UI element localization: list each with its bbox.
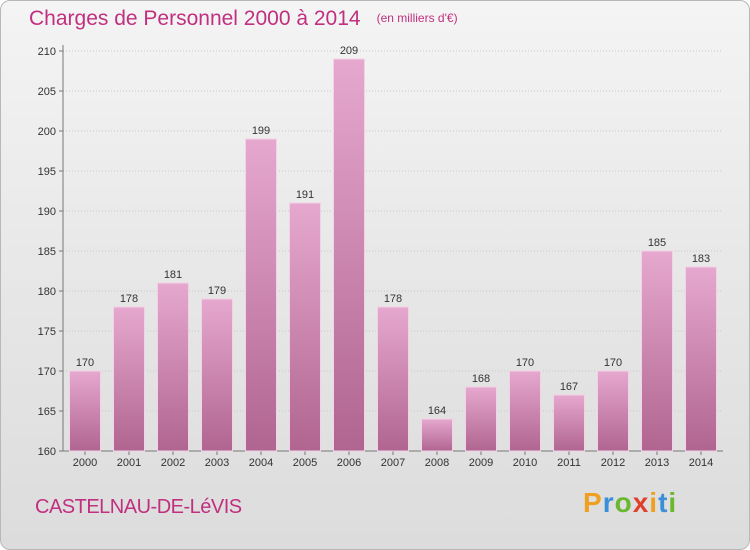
bar-2009 (465, 386, 497, 452)
logo-letter: i (649, 487, 659, 518)
logo-letter: P (583, 487, 603, 518)
bar-2004 (245, 138, 277, 452)
y-tick-label: 180 (38, 286, 56, 298)
bar-value-label: 167 (560, 381, 578, 393)
x-tick-label: 2004 (249, 457, 273, 469)
title-text: Charges de Personnel 2000 à 2014 (29, 7, 361, 30)
x-tick-label: 2009 (469, 457, 493, 469)
logo-letter: t (658, 487, 669, 518)
logo-letter: x (632, 487, 650, 518)
x-tick-label: 2010 (513, 457, 537, 469)
bar-value-label: 170 (604, 357, 622, 369)
bar-2011 (553, 394, 585, 452)
bar-value-label: 170 (76, 357, 94, 369)
proxiti-logo: Proxiti (583, 487, 677, 519)
y-tick-label: 165 (38, 406, 56, 418)
bar-value-label: 178 (120, 293, 138, 305)
chart-title: Charges de Personnel 2000 à 2014 (en mill… (29, 7, 458, 31)
y-tick-label: 210 (38, 46, 56, 58)
bar-value-label: 185 (648, 237, 666, 249)
logo-letter: i (668, 487, 678, 518)
x-tick-label: 2011 (557, 457, 581, 469)
logo-letter: r (602, 487, 615, 518)
bar-value-label: 191 (296, 189, 314, 201)
bar-2002 (157, 282, 189, 452)
x-tick-label: 2002 (161, 457, 185, 469)
bar-2010 (509, 370, 541, 452)
x-tick-label: 2008 (425, 457, 449, 469)
chart-subtitle: (en milliers d'€) (376, 11, 458, 25)
y-tick-label: 195 (38, 166, 56, 178)
x-tick-label: 2014 (689, 457, 713, 469)
bar-2008 (421, 418, 453, 452)
bar-2003 (201, 298, 233, 452)
y-tick-label: 170 (38, 366, 56, 378)
bar-2014 (685, 266, 717, 452)
bar-value-label: 170 (516, 357, 534, 369)
x-tick-label: 2007 (381, 457, 405, 469)
bar-2013 (641, 250, 673, 452)
y-tick-label: 185 (38, 246, 56, 258)
bar-value-label: 179 (208, 285, 226, 297)
y-tick-label: 205 (38, 86, 56, 98)
y-tick-label: 200 (38, 126, 56, 138)
bar-2000 (69, 370, 101, 452)
y-tick-label: 190 (38, 206, 56, 218)
x-tick-label: 2012 (601, 457, 625, 469)
bar-value-label: 181 (164, 269, 182, 281)
x-tick-label: 2003 (205, 457, 229, 469)
bar-value-label: 199 (252, 125, 270, 137)
labels: 160 165 170 175 180 185 190 195 200 205 210 170 2000… (38, 45, 714, 469)
bar-2006 (333, 58, 365, 452)
bars (69, 58, 717, 452)
city-name: CASTELNAU-DE-LéVIS (35, 496, 242, 518)
bar-value-label: 168 (472, 373, 490, 385)
bar-2001 (113, 306, 145, 452)
logo-letter: o (614, 487, 633, 518)
bar-value-label: 209 (340, 45, 358, 57)
bar-value-label: 178 (384, 293, 402, 305)
bar-2005 (289, 202, 321, 452)
bar-2007 (377, 306, 409, 452)
x-tick-label: 2006 (337, 457, 361, 469)
x-tick-label: 2001 (117, 457, 141, 469)
y-tick-label: 160 (38, 446, 56, 458)
bar-2012 (597, 370, 629, 452)
x-tick-label: 2000 (73, 457, 97, 469)
x-tick-label: 2005 (293, 457, 317, 469)
bar-value-label: 183 (692, 253, 710, 265)
bar-value-label: 164 (428, 405, 446, 417)
x-tick-label: 2013 (645, 457, 669, 469)
y-tick-label: 175 (38, 326, 56, 338)
